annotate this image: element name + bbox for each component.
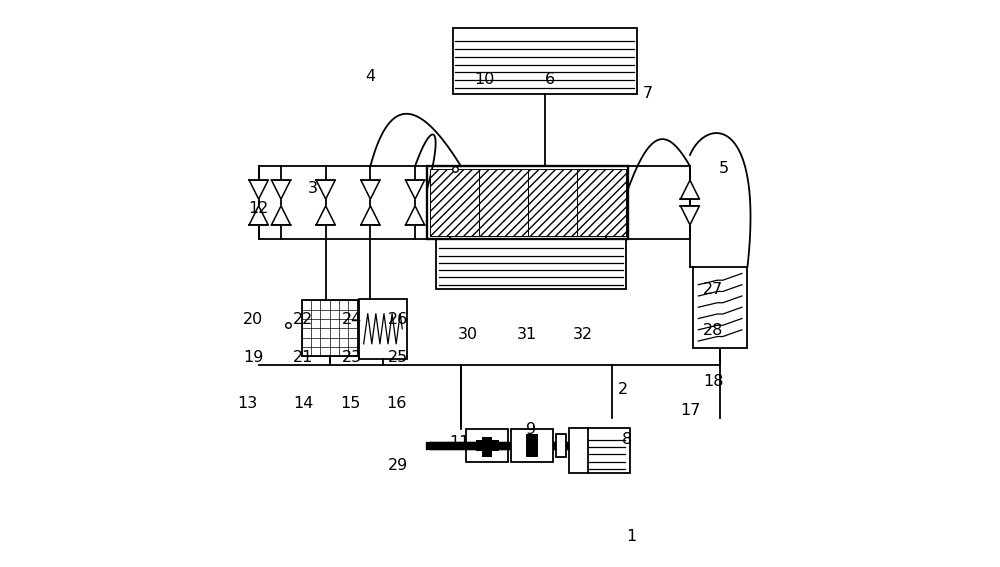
Text: 20: 20	[243, 312, 263, 327]
Bar	[556, 434, 566, 456]
Text: 10: 10	[474, 72, 495, 87]
Text: 16: 16	[386, 396, 407, 411]
Text: 15: 15	[340, 396, 360, 411]
Text: 25: 25	[388, 350, 408, 365]
Text: 4: 4	[365, 69, 375, 84]
Text: 29: 29	[388, 458, 408, 472]
Text: 31: 31	[517, 327, 537, 342]
Text: 2: 2	[618, 382, 628, 397]
Text: 32: 32	[573, 327, 593, 342]
Text: 21: 21	[293, 350, 314, 365]
Text: 6: 6	[545, 72, 555, 87]
Polygon shape	[316, 206, 335, 225]
Text: 24: 24	[342, 312, 362, 327]
Bar	[526, 434, 538, 457]
Text: 30: 30	[458, 327, 478, 342]
Text: 22: 22	[293, 312, 313, 327]
Bar	[479, 169, 528, 236]
Polygon shape	[361, 206, 380, 225]
Polygon shape	[680, 206, 699, 225]
Polygon shape	[361, 180, 380, 199]
Bar	[430, 169, 479, 236]
Text: 18: 18	[703, 374, 724, 389]
Polygon shape	[406, 180, 425, 199]
Text: 5: 5	[718, 162, 729, 176]
Bar	[569, 428, 630, 473]
Polygon shape	[316, 180, 335, 199]
Text: 7: 7	[643, 86, 653, 101]
Bar	[436, 236, 626, 289]
Bar	[693, 266, 747, 348]
Bar	[466, 429, 508, 462]
Text: 19: 19	[243, 350, 263, 365]
Bar	[511, 429, 553, 462]
Text: 28: 28	[703, 324, 724, 338]
Polygon shape	[680, 180, 699, 199]
Bar	[359, 299, 407, 359]
Bar	[302, 301, 358, 356]
Bar	[482, 438, 492, 457]
Bar	[453, 28, 637, 94]
Text: 23: 23	[342, 350, 362, 365]
Text: 14: 14	[293, 396, 314, 411]
Polygon shape	[249, 206, 268, 225]
Text: 3: 3	[308, 181, 318, 196]
Bar	[427, 166, 628, 239]
Bar	[476, 441, 499, 451]
Bar	[577, 169, 626, 236]
Polygon shape	[272, 180, 291, 199]
Polygon shape	[272, 206, 291, 225]
Text: 13: 13	[237, 396, 257, 411]
Text: 27: 27	[703, 282, 724, 297]
Text: 8: 8	[622, 433, 633, 447]
Text: 17: 17	[680, 403, 700, 418]
Text: 1: 1	[626, 528, 636, 544]
Text: 12: 12	[248, 201, 269, 215]
Bar	[528, 169, 577, 236]
Text: 9: 9	[526, 422, 536, 437]
Polygon shape	[249, 180, 268, 199]
Polygon shape	[406, 206, 425, 225]
Text: 26: 26	[388, 312, 408, 327]
Text: 11: 11	[449, 435, 469, 450]
